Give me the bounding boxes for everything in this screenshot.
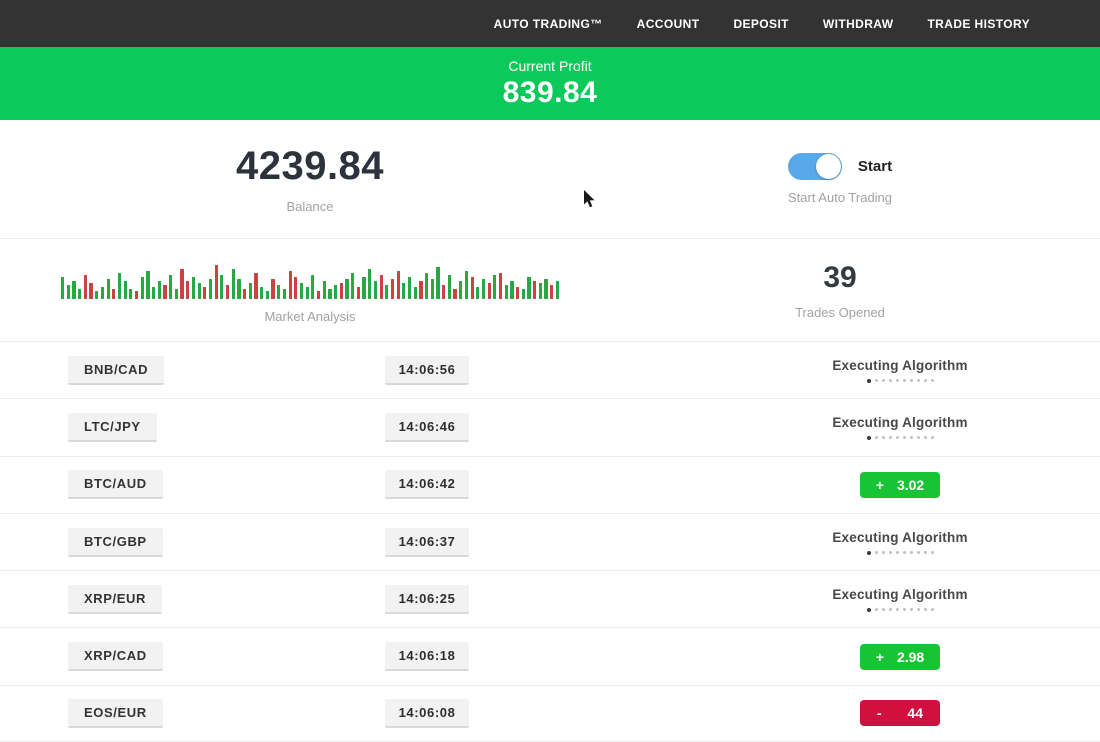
badge-sign: -: [877, 705, 882, 722]
trade-row: EOS/EUR 14:06:08 - 44: [0, 684, 1100, 742]
balance-block: 4239.84 Balance: [0, 144, 620, 214]
executing-status: Executing Algorithm: [832, 358, 967, 383]
market-analysis-label: Market Analysis: [264, 308, 356, 324]
executing-status: Executing Algorithm: [832, 530, 967, 555]
trades-opened-block: 39 Trades Opened: [620, 261, 1060, 320]
badge-amount: 3.02: [896, 476, 925, 493]
toggle-knob: [815, 154, 841, 179]
executing-status: Executing Algorithm: [832, 415, 967, 440]
balance-value: 4239.84: [235, 144, 385, 188]
trade-row: XRP/CAD 14:06:18 + 2.98: [0, 627, 1100, 684]
trade-row: XRP/EUR 14:06:25 Executing Algorithm: [0, 570, 1100, 627]
progress-dots: [866, 435, 934, 440]
trades-opened-label: Trades Opened: [795, 304, 885, 320]
profit-badge: + 2.98: [860, 643, 940, 670]
trade-row: BNB/CAD 14:06:56 Executing Algorithm: [0, 341, 1100, 398]
current-profit-label: Current Profit: [508, 57, 592, 74]
balance-label: Balance: [286, 199, 334, 214]
trades-list: BNB/CAD 14:06:56 Executing Algorithm LTC…: [0, 341, 1100, 742]
market-section: Market Analysis 39 Trades Opened: [0, 238, 1100, 341]
pair-chip: BTC/AUD: [68, 470, 163, 500]
trades-opened-value: 39: [823, 260, 857, 294]
nav-account[interactable]: ACCOUNT: [636, 16, 700, 31]
progress-dots: [866, 550, 934, 555]
progress-dots: [866, 378, 934, 383]
badge-sign: +: [875, 648, 884, 665]
time-chip: 14:06:25: [384, 584, 470, 614]
executing-label: Executing Algorithm: [832, 586, 968, 602]
pair-chip: LTC/JPY: [68, 412, 157, 442]
time-chip: 14:06:37: [384, 527, 470, 557]
executing-label: Executing Algorithm: [832, 357, 968, 373]
badge-amount: 2.98: [896, 648, 925, 665]
toggle-label: Start: [857, 158, 893, 175]
badge-amount: 44: [907, 705, 923, 722]
nav-withdraw[interactable]: WITHDRAW: [822, 16, 894, 31]
auto-trading-caption: Start Auto Trading: [787, 190, 893, 205]
profit-badge: + 3.02: [860, 471, 940, 498]
pair-chip: XRP/EUR: [68, 584, 162, 614]
current-profit-banner: Current Profit 839.84: [0, 47, 1100, 120]
auto-trading-toggle[interactable]: [787, 153, 842, 180]
loss-badge: - 44: [860, 700, 940, 727]
market-analysis-block: Market Analysis: [0, 257, 620, 324]
current-profit-value: 839.84: [502, 75, 598, 109]
top-nav: AUTO TRADING™ ACCOUNT DEPOSIT WITHDRAW T…: [0, 0, 1100, 47]
pair-chip: BNB/CAD: [68, 355, 165, 385]
executing-label: Executing Algorithm: [832, 529, 968, 545]
time-chip: 14:06:42: [384, 470, 470, 500]
pair-chip: BTC/GBP: [68, 527, 163, 557]
executing-status: Executing Algorithm: [832, 587, 967, 612]
time-chip: 14:06:18: [384, 642, 470, 672]
time-chip: 14:06:08: [384, 698, 470, 728]
nav-deposit[interactable]: DEPOSIT: [733, 16, 789, 31]
trade-row: LTC/JPY 14:06:46 Executing Algorithm: [0, 398, 1100, 455]
time-chip: 14:06:46: [384, 412, 470, 442]
trade-row: BTC/AUD 14:06:42 + 3.02: [0, 455, 1100, 513]
nav-trade-history[interactable]: TRADE HISTORY: [927, 16, 1030, 31]
trade-row: BTC/GBP 14:06:37 Executing Algorithm: [0, 512, 1100, 570]
time-chip: 14:06:56: [384, 355, 470, 385]
pair-chip: EOS/EUR: [68, 698, 163, 728]
balance-section: 4239.84 Balance Start Start Auto Trading: [0, 120, 1100, 238]
executing-label: Executing Algorithm: [832, 414, 968, 430]
pair-chip: XRP/CAD: [68, 642, 163, 672]
progress-dots: [866, 607, 934, 612]
auto-trading-block: Start Start Auto Trading: [620, 153, 1060, 205]
badge-sign: +: [875, 476, 884, 493]
market-analysis-chart: [61, 257, 559, 299]
nav-auto-trading[interactable]: AUTO TRADING™: [493, 16, 603, 31]
